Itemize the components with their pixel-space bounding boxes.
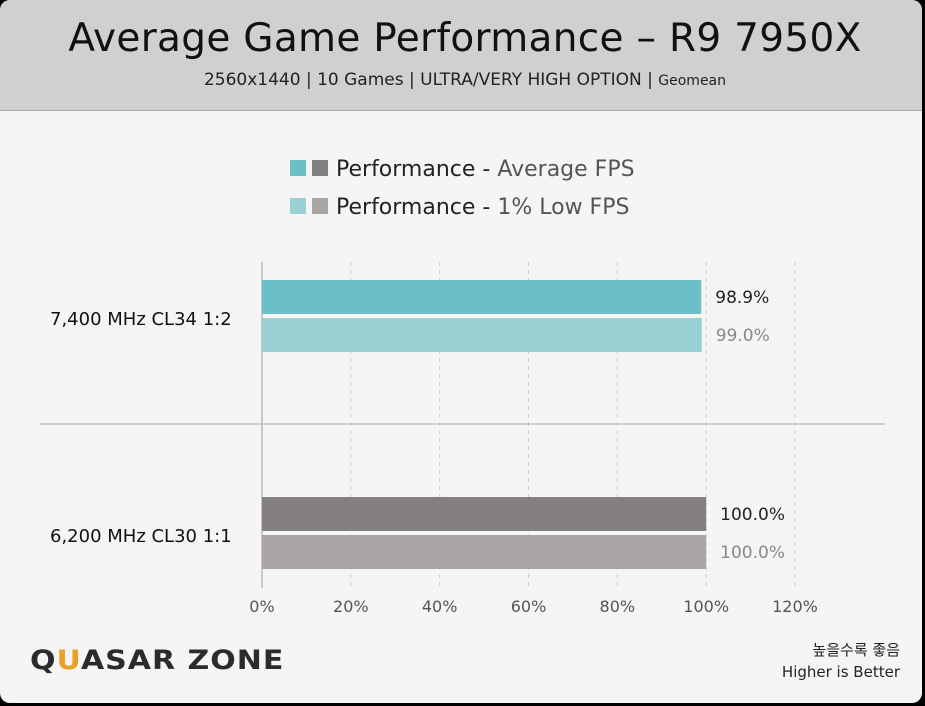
legend-swatch-1-2: [312, 160, 328, 176]
legend-entry-2: Performance - 1% Low FPS: [336, 195, 629, 220]
x-tick-label-4: 80%: [600, 597, 636, 616]
legend-prefix: Performance -: [336, 157, 497, 182]
legend-suffix: 1% Low FPS: [497, 195, 629, 220]
value-label-1-series-2: 99.0%: [716, 326, 770, 346]
chart-subtitle: 2560x1440 | 10 Games | ULTRA/VERY HIGH O…: [0, 70, 922, 90]
legend-entry-1: Performance - Average FPS: [336, 157, 635, 182]
x-tick-label-0: 0%: [249, 597, 274, 616]
bar-2-series-2: [262, 535, 707, 569]
chart-title: Average Game Performance – R9 7950X: [68, 16, 862, 61]
logo-part-rest: ASAR ZONE: [80, 644, 285, 677]
bar-2-series-1: [262, 497, 707, 531]
note-korean: 높을수록 좋음: [812, 641, 900, 659]
bar-1-series-2: [262, 318, 702, 352]
subtitle-main: 2560x1440 | 10 Games | ULTRA/VERY HIGH O…: [203, 70, 653, 90]
legend-swatch-1-1: [290, 160, 306, 176]
bar-1-series-1: [262, 280, 702, 314]
legend-prefix: Performance -: [336, 195, 497, 220]
x-tick-label-5: 100%: [683, 597, 729, 616]
x-tick-label-6: 120%: [772, 597, 818, 616]
note-english: Higher is Better: [781, 663, 900, 681]
category-label-1: 7,400 MHz CL34 1:2: [50, 309, 232, 330]
legend-swatch-2-2: [312, 198, 328, 214]
x-tick-label-3: 60%: [511, 597, 547, 616]
value-label-2-series-2: 100.0%: [720, 543, 785, 563]
quasarzone-logo: QUASAR ZONE: [30, 645, 284, 677]
logo-part-u: U: [56, 644, 81, 677]
legend-swatch-2-1: [290, 198, 306, 214]
logo-part-q: Q: [30, 644, 57, 677]
x-tick-label-2: 40%: [422, 597, 458, 616]
legend-suffix: Average FPS: [497, 157, 634, 182]
chart-header: Average Game Performance – R9 7950X 2560…: [0, 0, 922, 111]
x-tick-label-1: 20%: [333, 597, 369, 616]
value-label-2-series-1: 100.0%: [720, 505, 785, 525]
value-label-1-series-1: 98.9%: [715, 288, 769, 308]
category-label-2: 6,200 MHz CL30 1:1: [50, 526, 232, 547]
higher-is-better-note: 높을수록 좋음 Higher is Better: [782, 639, 900, 683]
subtitle-small: Geomean: [658, 73, 727, 89]
